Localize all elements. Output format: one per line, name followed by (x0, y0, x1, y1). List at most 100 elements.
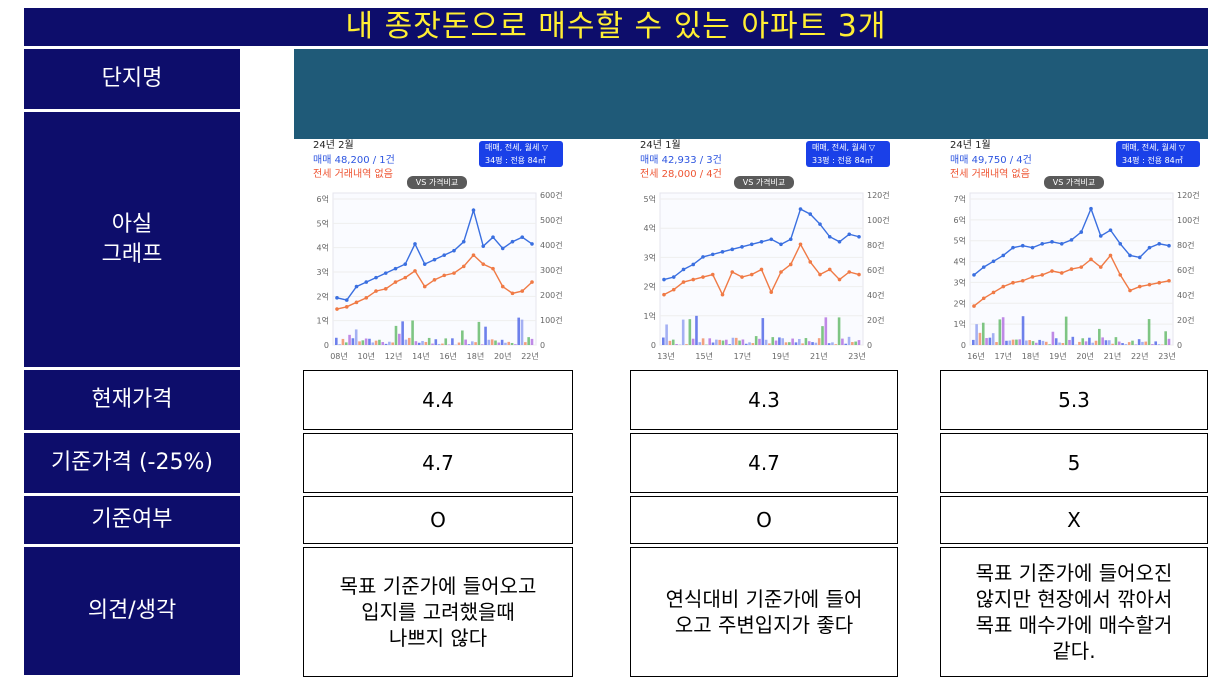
volume-bar (837, 317, 841, 345)
volume-bar (774, 340, 778, 345)
chart-sale-summary: 매매 42,933 / 3건 (640, 154, 722, 166)
rent-price-line-point (1059, 271, 1064, 275)
chart-rent-summary: 전세 거래내역 없음 (313, 167, 393, 180)
rent-price-line-point (1167, 278, 1171, 283)
volume-bar (1064, 316, 1068, 345)
y-right-tick: 100건 (867, 215, 890, 225)
volume-bar (701, 338, 705, 345)
volume-bar (781, 338, 784, 345)
volume-bar (771, 337, 775, 345)
volume-bar (1121, 343, 1124, 345)
chart-size-label: 34평 : 전용 84㎡ (1122, 155, 1183, 165)
sale-price-line-point (1128, 253, 1132, 258)
y-left-tick: 2억 (644, 282, 656, 292)
volume-bar (1147, 319, 1151, 345)
rent-price-line-point (393, 280, 398, 284)
sale-price-line-point (393, 266, 398, 271)
volume-bar (341, 338, 345, 345)
volume-bar (1028, 340, 1031, 345)
volume-bar (998, 319, 1002, 345)
rent-price-line-point (520, 289, 525, 293)
sale-price-line-point (691, 262, 696, 267)
volume-bar (510, 342, 514, 345)
chart-sale-summary: 매매 49,750 / 4건 (950, 154, 1032, 166)
sale-price-line-point (972, 273, 976, 277)
volume-bar (427, 337, 431, 345)
volume-bar (504, 342, 507, 345)
volume-bar (801, 343, 804, 345)
sale-price-line-point (1059, 241, 1064, 246)
volume-bar (1111, 343, 1114, 345)
volume-bar (388, 341, 391, 345)
volume-bar (1084, 341, 1088, 345)
rent-price-line-point (1020, 278, 1025, 283)
volume-bar (975, 324, 978, 345)
volume-bar (1078, 341, 1081, 345)
sale-price-line-point (1147, 245, 1152, 250)
sale-price-line-point (671, 275, 676, 279)
volume-bar (411, 320, 414, 345)
x-tick: 21년 (1104, 351, 1122, 361)
current-price-cell-3: 5.3 (940, 370, 1208, 430)
volume-bar (981, 322, 985, 345)
sale-price-line-point (510, 239, 515, 244)
x-tick: 15년 (695, 351, 713, 361)
row-label-meets-standard: 기준여부 (24, 496, 240, 544)
vs-compare-pill (734, 176, 794, 189)
volume-bar (1058, 342, 1061, 345)
y-right-tick: 200건 (540, 290, 563, 300)
sale-price-line-point (730, 247, 735, 252)
sale-price-line-point (740, 245, 744, 249)
rent-price-line-point (808, 260, 813, 264)
volume-bar (728, 344, 731, 345)
volume-bar (457, 342, 461, 345)
y-left-tick: 4억 (954, 257, 966, 267)
volume-bar (344, 342, 348, 345)
volume-bar (671, 339, 675, 345)
sale-price-line-point (481, 244, 486, 248)
volume-bar (378, 339, 381, 345)
chart-rent-summary: 전세 28,000 / 4건 (640, 168, 722, 180)
rent-price-line-point (481, 262, 486, 266)
rent-price-line-point (779, 270, 783, 274)
rent-price-line-point (818, 272, 822, 277)
chart-filter-badge (1116, 141, 1200, 167)
volume-bar (824, 317, 828, 345)
sale-price-line-point (471, 208, 476, 213)
chart-filter-label: 매매, 전세, 월세 ▽ (485, 142, 549, 152)
rent-price-line-point (972, 304, 976, 308)
volume-bar (1051, 331, 1055, 345)
standard-price-cell-3: 5 (940, 433, 1208, 493)
volume-bar (718, 339, 721, 345)
volume-bar (1098, 328, 1101, 345)
volume-bar (817, 338, 821, 345)
volume-bar (364, 338, 368, 345)
chart-size-label: 33평 : 전용 84㎡ (812, 155, 873, 165)
rent-price-line-point (530, 280, 534, 284)
rent-price-line-point (500, 284, 505, 289)
rent-price-line-point (720, 292, 725, 297)
rent-price-line-point (798, 242, 803, 247)
y-left-tick: 7억 (954, 194, 966, 204)
y-right-tick: 600건 (540, 190, 563, 200)
volume-bar (738, 340, 741, 345)
rent-price-line-point (740, 275, 744, 279)
rent-price-line-point (335, 307, 339, 311)
y-right-tick: 80건 (867, 240, 885, 250)
rent-price-line-point (1147, 282, 1152, 287)
volume-bar (1021, 316, 1025, 345)
volume-bar (1141, 341, 1144, 345)
volume-bar (807, 341, 811, 345)
row-label-opinion: 의견/생각 (24, 547, 240, 675)
meets-standard-cell-1: O (303, 496, 573, 544)
rent-price-line-point (769, 290, 774, 294)
rent-price-line-point (1157, 280, 1162, 285)
rent-price-line-point (710, 272, 715, 277)
vs-compare-label: VS 가격비교 (416, 177, 459, 187)
volume-bar (691, 338, 695, 345)
x-tick: 23년 (848, 351, 866, 361)
sale-price-line-point (1089, 206, 1093, 211)
opinion-cell-3: 목표 기준가에 들어오진 않지만 현장에서 깎아서 목표 매수가에 매수할거 같… (940, 547, 1208, 677)
volume-bar (1011, 339, 1015, 345)
